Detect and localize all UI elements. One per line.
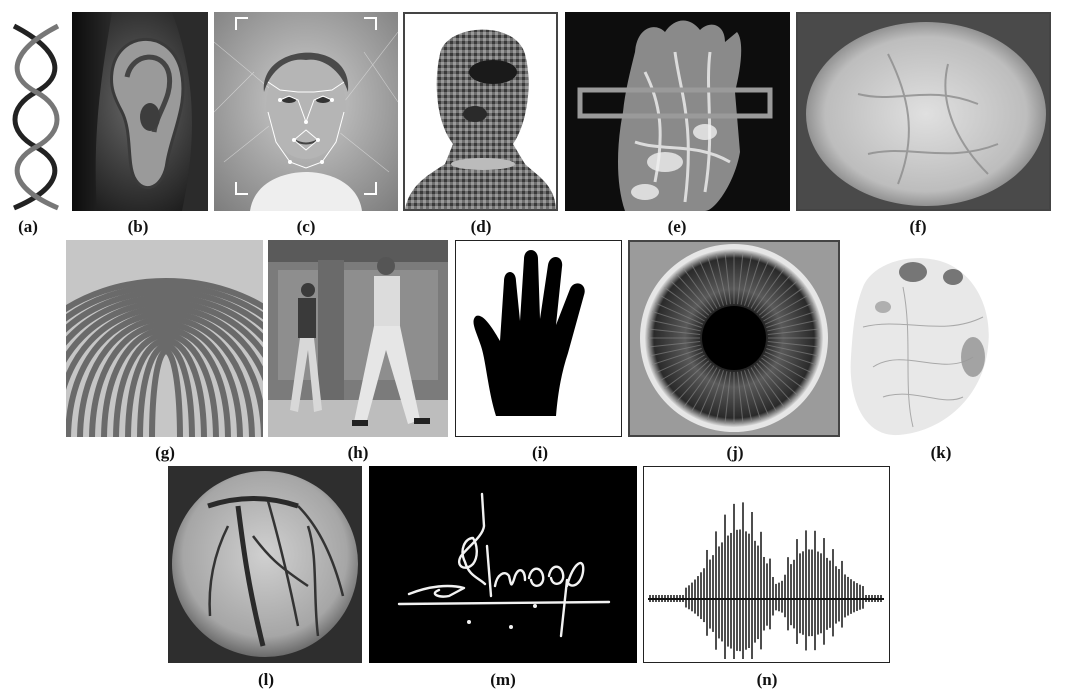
palm-vein-image xyxy=(798,14,1049,209)
panel-b-ear xyxy=(72,12,208,211)
caption-g: (g) xyxy=(155,443,175,462)
face-landmark-image xyxy=(214,12,398,211)
panel-g-fingerprint xyxy=(66,240,263,437)
panel-k-palmprint xyxy=(843,247,995,437)
panel-h-gait xyxy=(268,240,448,437)
voice-waveform-image xyxy=(648,502,884,659)
caption-h: (h) xyxy=(347,443,369,462)
signature-image xyxy=(369,466,637,663)
dna-icon xyxy=(12,23,60,211)
panel-a-dna xyxy=(4,22,68,212)
caption-c: (c) xyxy=(296,217,316,236)
caption-l: (l) xyxy=(257,670,275,689)
panel-n-voice xyxy=(643,466,890,663)
caption-d: (d) xyxy=(470,217,492,236)
panel-m-signature xyxy=(369,466,637,663)
fingerprint-image xyxy=(66,240,263,437)
panel-e-hand-vein xyxy=(565,12,790,211)
caption-j: (j) xyxy=(726,443,744,462)
caption-n: (n) xyxy=(756,670,778,689)
panel-i-hand-geometry xyxy=(455,240,622,437)
gait-image xyxy=(268,240,448,437)
caption-k: (k) xyxy=(930,443,952,462)
caption-m: (m) xyxy=(490,670,516,689)
caption-b: (b) xyxy=(127,217,149,236)
panel-c-face xyxy=(214,12,398,211)
retina-angiogram-image xyxy=(168,466,362,663)
panel-f-palm-vein xyxy=(796,12,1051,211)
palmprint-image xyxy=(850,258,989,436)
panel-d-thermogram xyxy=(403,12,558,211)
caption-f: (f) xyxy=(909,217,927,236)
hand-silhouette xyxy=(473,250,585,416)
ear-image xyxy=(72,12,208,211)
thermogram-image xyxy=(405,29,556,209)
hand-vein-image xyxy=(565,12,790,211)
panel-j-iris xyxy=(628,240,840,437)
caption-e: (e) xyxy=(667,217,687,236)
caption-i: (i) xyxy=(531,443,549,462)
panel-l-retina xyxy=(168,466,362,663)
caption-a: (a) xyxy=(18,217,38,236)
iris-image xyxy=(630,242,838,435)
